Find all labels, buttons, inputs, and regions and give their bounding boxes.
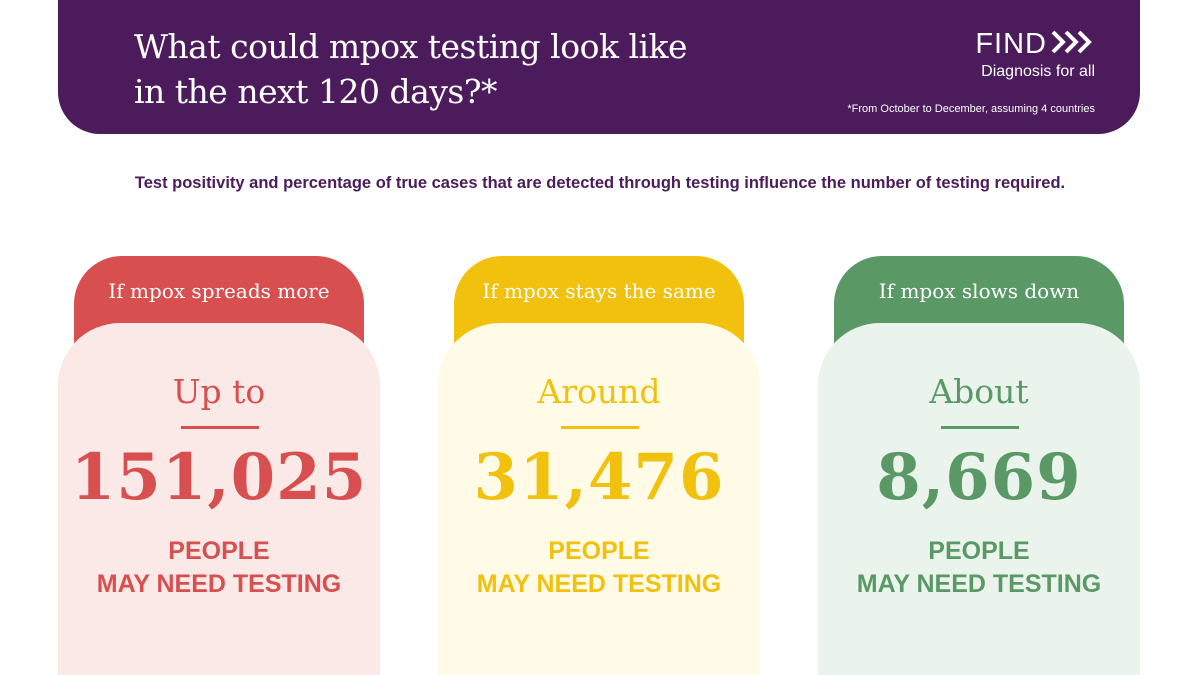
divider (181, 426, 259, 429)
scenario-caption: PEOPLE MAY NEED TESTING (58, 535, 380, 601)
footnote: *From October to December, assuming 4 co… (847, 103, 1095, 115)
scenario-value: 151,025 (70, 440, 368, 515)
scenario-panel: About 8,669 PEOPLE MAY NEED TESTING (818, 323, 1140, 675)
scenario-value: 8,669 (876, 440, 1082, 515)
scenario-label: If mpox spreads more (108, 279, 330, 303)
scenario-caption-line-2: MAY NEED TESTING (476, 570, 722, 598)
scenario-card-stays-same: If mpox stays the same Around 31,476 PEO… (438, 256, 760, 675)
scenario-caption: PEOPLE MAY NEED TESTING (438, 535, 760, 601)
scenario-value: 31,476 (473, 440, 725, 515)
page-title-line-2: in the next 120 days?* (134, 72, 498, 111)
scenario-card-slows-down: If mpox slows down About 8,669 PEOPLE MA… (818, 256, 1140, 675)
header-banner: What could mpox testing look like in the… (58, 0, 1140, 134)
scenario-caption: PEOPLE MAY NEED TESTING (818, 535, 1140, 601)
scenario-caption-line-2: MAY NEED TESTING (856, 570, 1102, 598)
scenario-caption-line-1: PEOPLE (168, 537, 270, 565)
page-title-line-1: What could mpox testing look like (134, 27, 688, 66)
page-title: What could mpox testing look like in the… (134, 24, 754, 114)
brand-name: FIND (975, 28, 1047, 60)
scenario-qualifier: Up to (172, 372, 266, 411)
scenario-panel: Around 31,476 PEOPLE MAY NEED TESTING (438, 323, 760, 675)
divider (561, 426, 639, 429)
brand-logo: FIND Diagnosis for all (975, 28, 1095, 82)
scenario-caption-line-1: PEOPLE (928, 537, 1030, 565)
scenario-qualifier: About (929, 372, 1029, 411)
scenario-qualifier: Around (537, 372, 661, 411)
intro-text: Test positivity and percentage of true c… (134, 174, 1066, 192)
triple-chevron-right-icon (1051, 29, 1095, 62)
brand-tagline: Diagnosis for all (981, 62, 1095, 80)
scenario-caption-line-2: MAY NEED TESTING (96, 570, 342, 598)
divider (941, 426, 1019, 429)
scenario-caption-line-1: PEOPLE (548, 537, 650, 565)
scenario-label: If mpox stays the same (482, 279, 716, 303)
scenario-panel: Up to 151,025 PEOPLE MAY NEED TESTING (58, 323, 380, 675)
scenario-card-spreads-more: If mpox spreads more Up to 151,025 PEOPL… (58, 256, 380, 675)
scenario-label: If mpox slows down (878, 279, 1080, 303)
